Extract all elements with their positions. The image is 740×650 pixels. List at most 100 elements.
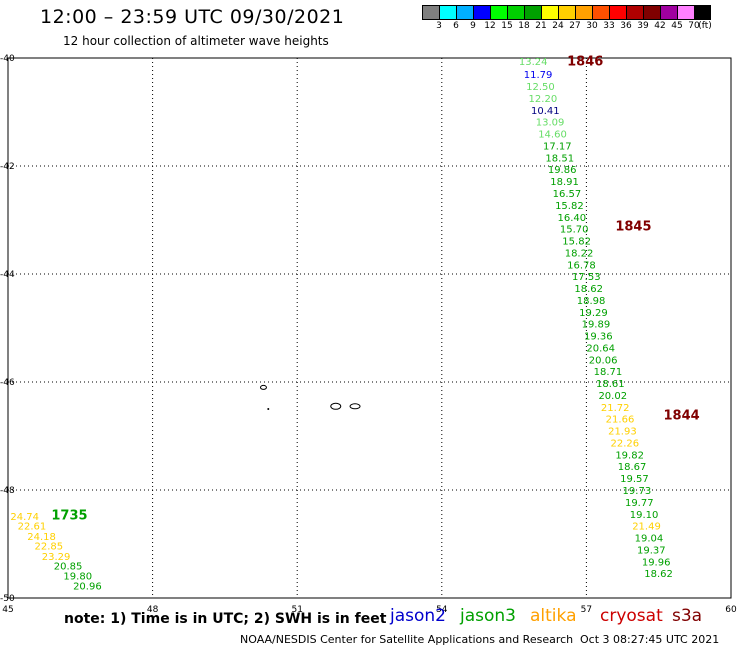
- colorbar-label: 18: [518, 21, 530, 31]
- swh-value: 19.73: [623, 486, 652, 497]
- colorbar-label: 39: [637, 21, 649, 31]
- island-outline: [330, 402, 342, 410]
- swh-value: 14.60: [538, 130, 567, 141]
- swh-value: 23.29: [42, 552, 71, 563]
- colorbar-swatch: [660, 5, 677, 20]
- colorbar-label: 21: [535, 21, 547, 31]
- swh-value: 18.71: [594, 367, 623, 378]
- swh-value: 18.61: [596, 379, 625, 390]
- swh-value: 15.70: [560, 225, 589, 236]
- colorbar-swatch: [507, 5, 524, 20]
- credit-text: NOAA/NESDIS Center for Satellite Applica…: [240, 633, 574, 646]
- island-outline: [349, 403, 361, 410]
- swh-value: 24.74: [10, 512, 39, 523]
- swh-value: 20.64: [586, 343, 615, 354]
- island-dot: [267, 408, 270, 410]
- colorbar-swatch: [626, 5, 643, 20]
- swh-value: 18.62: [644, 569, 673, 580]
- swh-value: 19.96: [642, 557, 671, 568]
- swh-value: 20.85: [54, 562, 83, 573]
- swh-value: 19.82: [615, 450, 644, 461]
- lon-tick-label: 45: [2, 605, 13, 615]
- swh-value: 16.40: [557, 213, 586, 224]
- mission-label-s3a: s3a: [672, 606, 703, 626]
- colorbar-label: (ft): [698, 21, 712, 31]
- swh-value: 24.18: [27, 532, 56, 543]
- colorbar-swatch: [473, 5, 490, 20]
- swh-value: 20.06: [589, 355, 618, 366]
- colorbar-swatch: [541, 5, 558, 20]
- lon-tick-label: 48: [147, 605, 159, 615]
- swh-value: 22.61: [18, 522, 47, 533]
- colorbar-label: 36: [620, 21, 632, 31]
- swh-value: 19.37: [637, 545, 666, 556]
- swh-value: 19.86: [548, 165, 577, 176]
- colorbar-swatch: [694, 5, 711, 20]
- colorbar-label: 6: [453, 21, 459, 31]
- swh-value: 18.98: [577, 296, 606, 307]
- colorbar-label: 70: [688, 21, 700, 31]
- swh-value: 10.41: [531, 106, 560, 117]
- swh-value: 17.53: [572, 272, 601, 283]
- lon-tick-label: 51: [291, 605, 302, 615]
- colorbar-swatch: [558, 5, 575, 20]
- colorbar-swatch: [609, 5, 626, 20]
- swh-value: 11.79: [524, 70, 553, 81]
- lat-tick-label: -44: [0, 270, 15, 280]
- swh-value: 13.24: [519, 57, 548, 68]
- swh-value: 16.78: [567, 260, 596, 271]
- colorbar-label: 42: [654, 21, 666, 31]
- colorbar-swatch: [592, 5, 609, 20]
- colorbar-label: 12: [484, 21, 496, 31]
- colorbar-label: 15: [501, 21, 513, 31]
- swh-value: 22.26: [611, 438, 640, 449]
- lat-tick-label: -40: [0, 54, 15, 64]
- swh-value: 12.20: [529, 94, 558, 105]
- swh-value: 19.77: [625, 498, 654, 509]
- swh-value: 19.57: [620, 474, 649, 485]
- swh-value: 18.67: [618, 462, 647, 473]
- colorbar-label: 33: [603, 21, 615, 31]
- swh-value: 19.36: [584, 332, 613, 343]
- track-time-label: 1735: [51, 508, 87, 523]
- colorbar-label: 3: [436, 21, 442, 31]
- colorbar-label: 24: [552, 21, 564, 31]
- swh-value: 17.17: [543, 141, 572, 152]
- mission-label-jason2: jason2: [390, 606, 446, 626]
- mission-label-altika: altika: [530, 606, 577, 626]
- swh-value: 19.29: [579, 308, 608, 319]
- colorbar-swatch: [490, 5, 507, 20]
- swh-value: 19.80: [63, 571, 92, 582]
- colorbar-label: 30: [586, 21, 598, 31]
- page-subtitle: 12 hour collection of altimeter wave hei…: [63, 34, 329, 48]
- map-frame: [7, 57, 732, 599]
- lat-tick-label: -46: [0, 378, 15, 388]
- swh-value: 19.04: [635, 534, 664, 545]
- colorbar-swatch: [422, 5, 439, 20]
- island-outline: [259, 384, 267, 390]
- lat-tick-label: -50: [0, 594, 15, 604]
- swh-value: 18.62: [574, 284, 603, 295]
- colorbar-swatch: [677, 5, 694, 20]
- track-time-label: 1846: [567, 55, 603, 70]
- track-time-label: 1845: [615, 219, 651, 234]
- colorbar-swatch: [524, 5, 541, 20]
- lon-tick-label: 60: [725, 605, 737, 615]
- swh-value: 16.57: [553, 189, 582, 200]
- swh-value: 15.82: [562, 237, 591, 248]
- track-time-label: 1844: [664, 408, 700, 423]
- swh-value: 12.50: [526, 82, 555, 93]
- colorbar-label: 45: [671, 21, 683, 31]
- colorbar-swatch: [575, 5, 592, 20]
- swh-value: 13.09: [536, 118, 565, 129]
- swh-value: 21.66: [606, 415, 635, 426]
- swh-value: 21.49: [632, 522, 661, 533]
- colorbar-swatch: [643, 5, 660, 20]
- swh-value: 21.93: [608, 427, 637, 438]
- swh-value: 19.89: [582, 320, 611, 331]
- lon-tick-label: 54: [436, 605, 448, 615]
- swh-value: 19.10: [630, 510, 659, 521]
- colorbar-swatch: [456, 5, 473, 20]
- page-title: 12:00 – 23:59 UTC 09/30/2021: [40, 6, 345, 28]
